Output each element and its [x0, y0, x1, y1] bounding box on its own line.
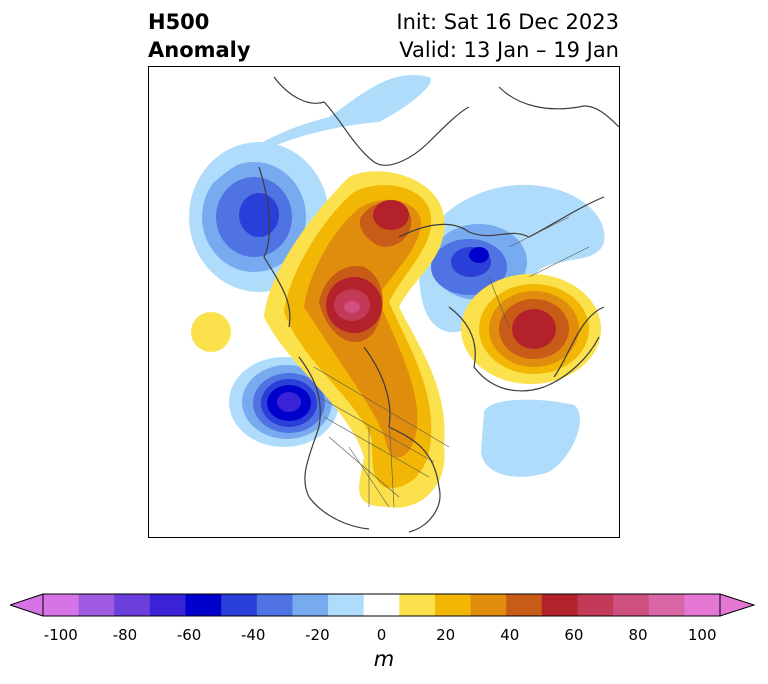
anomaly-high-europe [461, 274, 601, 384]
colorbar-segment [185, 594, 222, 616]
anomaly-high-pacific [191, 312, 231, 352]
anomaly-low-arctic [209, 75, 431, 187]
colorbar-segment [541, 594, 578, 616]
colorbar-unit: m [373, 647, 395, 671]
colorbar-segment [256, 594, 293, 616]
colorbar-segments [43, 594, 721, 616]
political-borders [313, 216, 590, 508]
colorbar-segment [363, 594, 400, 616]
colorbar-segment [78, 594, 115, 616]
colorbar-segment [506, 594, 543, 616]
colorbar-segment [434, 594, 472, 616]
colorbar-outline-right [719, 593, 756, 617]
anomaly-high-canada [264, 171, 445, 508]
colorbar-extend-max [720, 594, 754, 616]
colorbar-tick-label: 20 [436, 626, 456, 644]
colorbar-tick-label: -100 [43, 626, 78, 644]
colorbar-segment [328, 594, 365, 616]
colorbar-outline-left [10, 593, 44, 617]
colorbar-segment [149, 594, 187, 616]
colorbar-segment [684, 594, 721, 616]
anomaly-map [189, 75, 619, 533]
colorbar-tick-label: 100 [687, 626, 717, 644]
colorbar-segment [114, 594, 151, 616]
map-panel [148, 66, 620, 538]
chart-title: H500 Anomaly [148, 8, 251, 64]
valid-period: Valid: 13 Jan – 19 Jan [399, 38, 619, 62]
title-line-1: H500 [148, 10, 210, 34]
colorbar-segment [577, 594, 614, 616]
init-time: Init: Sat 16 Dec 2023 [396, 10, 619, 34]
anomaly-low-atlantic [481, 399, 580, 477]
colorbar-segment [613, 594, 650, 616]
run-info: Init: Sat 16 Dec 2023 Valid: 13 Jan – 19… [396, 8, 619, 64]
colorbar-tick-label: -80 [112, 626, 138, 644]
colorbar-tick-label: -60 [176, 626, 202, 644]
title-line-2: Anomaly [148, 38, 251, 62]
colorbar-segment [399, 594, 436, 616]
colorbar-segment [648, 594, 685, 616]
colorbar-tick-label: 60 [564, 626, 584, 644]
colorbar-tick-label: -20 [305, 626, 330, 644]
colorbar-segment [43, 594, 80, 616]
colorbar-tick-label: -40 [240, 626, 266, 644]
coastlines [258, 76, 619, 533]
anomaly-low-alaska [189, 142, 329, 292]
colorbar-segment [470, 594, 507, 616]
colorbar-segment [221, 594, 258, 616]
colorbar-tick-label: 40 [500, 626, 520, 644]
colorbar-segment [292, 594, 329, 616]
colorbar-tick-label: 80 [628, 626, 648, 644]
colorbar-outline [42, 593, 721, 617]
colorbar-tick-label: 0 [376, 626, 387, 644]
colorbar [10, 593, 756, 617]
colorbar-extend-min [10, 594, 43, 616]
